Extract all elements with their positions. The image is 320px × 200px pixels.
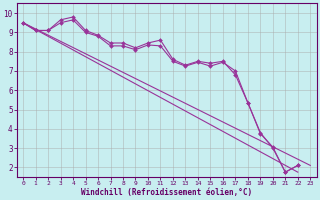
X-axis label: Windchill (Refroidissement éolien,°C): Windchill (Refroidissement éolien,°C) (81, 188, 252, 197)
